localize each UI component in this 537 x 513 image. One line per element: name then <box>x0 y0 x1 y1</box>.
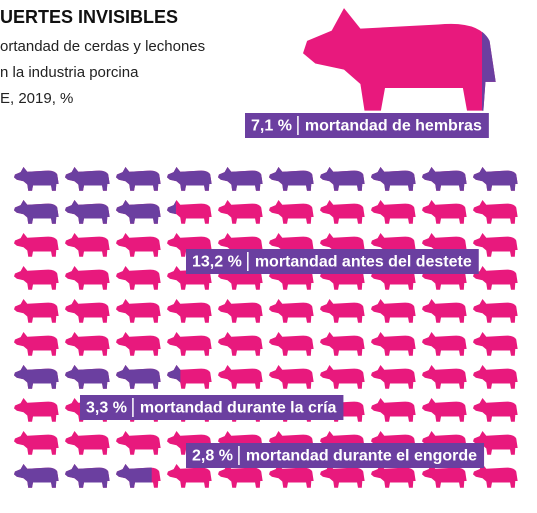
pig-share <box>422 166 467 191</box>
pig-icon <box>65 298 110 323</box>
pig-icon <box>167 298 212 323</box>
pig-icon <box>422 364 467 389</box>
pig-icon <box>422 397 467 422</box>
pig-share <box>116 166 161 191</box>
pig-share <box>116 364 161 389</box>
pig-share <box>269 166 314 191</box>
pig-icon <box>116 265 161 290</box>
pig-icon <box>167 331 212 356</box>
pig-icon <box>116 298 161 323</box>
pig-icon <box>422 331 467 356</box>
pig-icon <box>269 199 314 224</box>
pig-icon <box>116 331 161 356</box>
pig-icon <box>473 199 518 224</box>
pig-icon <box>218 298 263 323</box>
label: 13,2 % mortandad antes del destete <box>186 249 479 274</box>
pig-icon <box>320 199 365 224</box>
label: 3,3 % mortandad durante la cría <box>80 395 344 420</box>
pig-icon <box>371 331 416 356</box>
pig-icon <box>218 331 263 356</box>
pig-icon <box>473 232 518 257</box>
label-box <box>80 395 344 420</box>
pig-icon <box>473 397 518 422</box>
category-label: mortandad durante la cría <box>140 400 337 417</box>
pig-icon <box>14 331 59 356</box>
pig-icon <box>473 298 518 323</box>
value-label: 3,3 % <box>86 400 127 417</box>
pig-icon <box>269 298 314 323</box>
value-label: 13,2 % <box>192 254 242 271</box>
pig-icon <box>14 265 59 290</box>
pig-icon <box>422 298 467 323</box>
pig-share <box>320 166 365 191</box>
pig-share <box>14 166 59 191</box>
pig-icon <box>371 397 416 422</box>
pig-icon <box>371 199 416 224</box>
subtitle: n la industria porcina <box>0 64 139 81</box>
pig-icon <box>269 364 314 389</box>
pig-icon <box>320 331 365 356</box>
label: 7,1 % mortandad de hembras <box>245 113 489 138</box>
pig-icon <box>14 232 59 257</box>
pig-share <box>14 199 59 224</box>
title: UERTES INVISIBLES <box>0 7 178 27</box>
pig-share <box>116 199 161 224</box>
pig-icon <box>65 430 110 455</box>
pig-share <box>167 166 212 191</box>
pig-icon <box>320 298 365 323</box>
pig-icon <box>218 364 263 389</box>
pig-share <box>473 166 518 191</box>
subtitle: ortandad de cerdas y lechones <box>0 38 205 55</box>
label: 2,8 % mortandad durante el engorde <box>186 443 485 468</box>
pig-icon <box>14 298 59 323</box>
pig-icon <box>65 331 110 356</box>
pig-icon <box>65 265 110 290</box>
pig-share <box>371 166 416 191</box>
pig-share <box>65 166 110 191</box>
category-label: mortandad de hembras <box>305 118 482 135</box>
category-label: mortandad durante el engorde <box>246 448 477 465</box>
pig-icon <box>422 199 467 224</box>
pig-icon <box>473 265 518 290</box>
pig-icon <box>303 8 496 111</box>
pig-share <box>65 364 110 389</box>
pig-share <box>14 364 59 389</box>
pig-share <box>65 199 110 224</box>
pig-share <box>218 166 263 191</box>
value-label: 2,8 % <box>192 448 233 465</box>
pig-icon <box>371 364 416 389</box>
pig-icon <box>473 364 518 389</box>
pig-icon <box>14 397 59 422</box>
pig-icon <box>218 199 263 224</box>
label-box <box>186 443 485 468</box>
pig-icon <box>14 430 59 455</box>
label-box <box>245 113 489 138</box>
subtitle: E, 2019, % <box>0 90 73 107</box>
label-box <box>186 249 479 274</box>
pig-icon <box>269 331 314 356</box>
pig-icon <box>473 331 518 356</box>
pig-icon <box>371 298 416 323</box>
pig-icon <box>65 232 110 257</box>
pig-share <box>14 463 59 488</box>
pig-share <box>65 463 110 488</box>
value-label: 7,1 % <box>251 118 292 135</box>
pig-icon <box>320 364 365 389</box>
category-label: mortandad antes del destete <box>255 254 472 271</box>
pig-icon <box>116 232 161 257</box>
pig-icon <box>116 430 161 455</box>
